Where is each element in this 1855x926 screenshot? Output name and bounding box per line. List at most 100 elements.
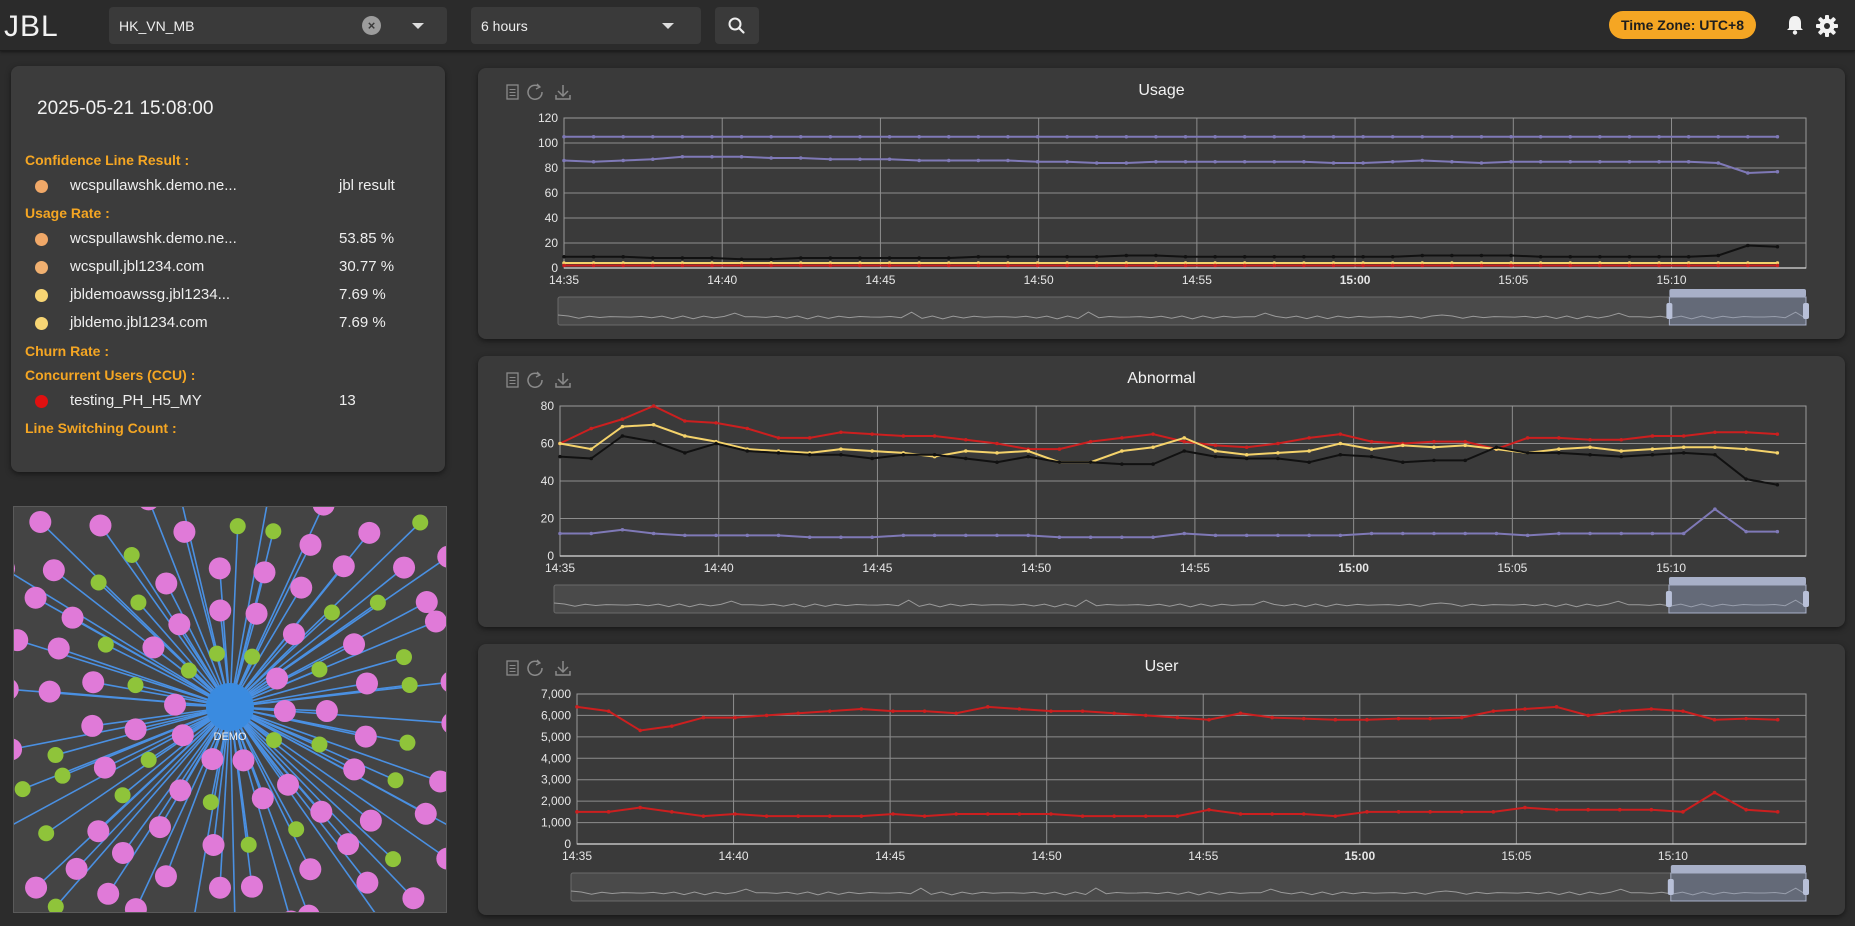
data-point[interactable] [1333,717,1338,722]
data-point[interactable] [827,709,832,713]
data-point[interactable] [1301,812,1306,816]
zoom-slider-drag-bar[interactable] [1670,865,1806,873]
data-point[interactable] [683,451,687,455]
data-point[interactable] [739,263,744,268]
data-point[interactable] [1094,161,1099,165]
zoom-slider-track[interactable] [557,296,1807,326]
data-point[interactable] [1006,158,1010,163]
graph-node[interactable] [155,572,178,595]
data-point[interactable] [1650,531,1655,536]
data-point[interactable] [1650,452,1655,457]
data-point[interactable] [733,715,737,720]
data-point[interactable] [1112,711,1116,716]
data-point[interactable] [1331,161,1336,165]
graph-node[interactable] [54,767,71,784]
data-point[interactable] [739,154,744,159]
zoom-slider-window[interactable] [1668,296,1807,326]
data-point[interactable] [1338,452,1343,457]
data-point[interactable] [1006,254,1010,259]
data-point[interactable] [807,452,812,457]
data-point[interactable] [1213,533,1218,538]
data-point[interactable] [1331,134,1336,139]
data-point[interactable] [680,134,685,139]
data-point[interactable] [1213,449,1218,453]
data-point[interactable] [1746,243,1750,248]
graph-node[interactable] [356,871,379,894]
data-point[interactable] [776,533,781,538]
data-point[interactable] [1686,254,1691,259]
data-point[interactable] [1094,254,1099,259]
data-point[interactable] [683,434,687,438]
data-point[interactable] [1775,134,1780,139]
data-point[interactable] [575,810,579,814]
data-point[interactable] [1598,134,1602,139]
graph-node[interactable] [138,507,160,511]
data-point[interactable] [1494,531,1499,536]
data-point[interactable] [1716,161,1721,165]
data-point[interactable] [1432,458,1436,463]
data-point[interactable] [891,709,895,713]
data-point[interactable] [917,134,921,139]
data-point[interactable] [887,263,892,268]
data-point[interactable] [1080,814,1085,818]
data-point[interactable] [1598,263,1602,268]
zoom-slider-handle-right[interactable] [1803,303,1809,319]
data-point[interactable] [1428,716,1432,721]
data-point[interactable] [1617,807,1622,812]
graph-node[interactable] [38,825,55,842]
graph-node[interactable] [208,557,231,580]
data-point[interactable] [1244,445,1249,450]
graph-node[interactable] [240,875,263,898]
data-point[interactable] [985,812,990,816]
data-point[interactable] [1213,134,1217,139]
graph-node[interactable] [311,736,328,753]
data-point[interactable] [1649,707,1654,711]
data-point[interactable] [1183,159,1188,164]
graph-node[interactable] [393,556,416,579]
graph-node[interactable] [288,821,305,838]
data-point[interactable] [828,263,833,268]
data-point[interactable] [1183,134,1188,139]
data-point[interactable] [1365,810,1369,814]
data-point[interactable] [1557,531,1561,536]
data-point[interactable] [562,263,566,268]
data-point[interactable] [1307,460,1311,465]
data-point[interactable] [1094,261,1099,265]
data-point[interactable] [710,263,714,268]
data-point[interactable] [1333,814,1338,818]
graph-node[interactable] [124,898,147,912]
data-point[interactable] [870,449,874,453]
data-point[interactable] [638,805,642,810]
data-point[interactable] [1681,434,1686,438]
graph-node[interactable] [148,816,171,839]
data-point[interactable] [858,157,862,162]
data-point[interactable] [1369,531,1374,536]
graph-node[interactable] [24,586,47,609]
data-point[interactable] [1432,439,1436,444]
graph-node[interactable] [209,599,232,622]
data-point[interactable] [1302,263,1306,268]
data-point[interactable] [1525,451,1530,455]
data-point[interactable] [680,261,685,265]
data-point[interactable] [1744,430,1748,435]
graph-node[interactable] [127,677,144,694]
graph-node[interactable] [290,576,313,599]
data-point[interactable] [1525,533,1530,538]
graph-node[interactable] [437,545,446,568]
data-point[interactable] [1035,254,1040,259]
data-point[interactable] [651,531,656,536]
data-point[interactable] [650,134,655,139]
graph-node[interactable] [402,887,425,910]
data-point[interactable] [1238,812,1243,816]
data-point[interactable] [1143,713,1148,718]
data-point[interactable] [1272,134,1277,139]
data-point[interactable] [764,814,769,818]
data-point[interactable] [1088,439,1093,444]
data-point[interactable] [1276,441,1280,446]
graph-node[interactable] [332,555,355,578]
chevron-down-icon[interactable] [662,23,674,29]
data-point[interactable] [1213,443,1218,448]
data-point[interactable] [710,261,714,265]
graph-node[interactable] [47,637,70,660]
graph-node[interactable] [429,770,446,793]
